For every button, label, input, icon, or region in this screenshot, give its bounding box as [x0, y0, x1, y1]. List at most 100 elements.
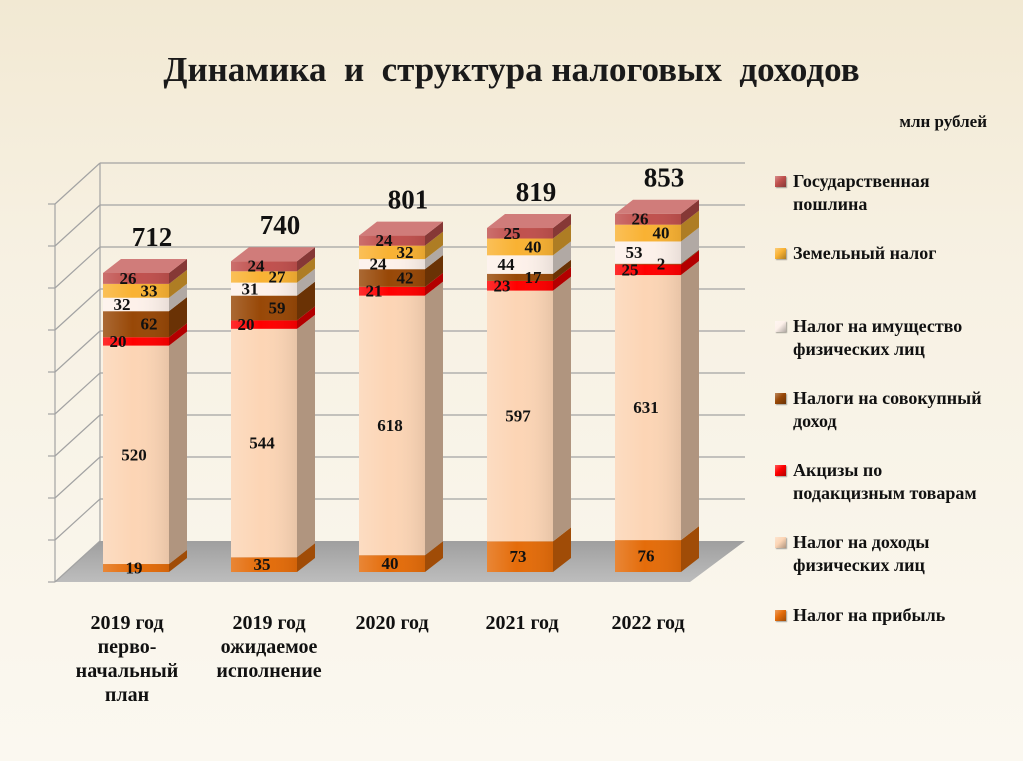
value-label-property-tax-5: 53 — [626, 243, 643, 262]
bar-profit-tax-2-side — [297, 543, 315, 572]
value-label-state-duty-2: 24 — [248, 257, 266, 276]
bar-excise-5-side — [681, 250, 699, 276]
value-label-personal-income-tax-5: 631 — [633, 398, 659, 417]
bar-top-5 — [615, 199, 699, 214]
value-label-property-tax-2: 31 — [242, 280, 259, 299]
category-label-5: 2022 год — [611, 612, 685, 634]
value-label-land-tax-5: 40 — [653, 224, 670, 243]
side-wall-gridline — [54, 498, 101, 541]
bar-top-4 — [487, 214, 571, 229]
unit-label: млн рублей — [899, 112, 987, 131]
value-label-land-tax-3: 32 — [397, 243, 414, 262]
legend-marker-state-duty — [775, 176, 786, 187]
value-label-state-duty-5: 26 — [632, 210, 649, 229]
legend-marker-land-tax — [775, 248, 786, 260]
category-label-2: 2019 год ожидаемое исполнение — [216, 612, 322, 682]
value-label-personal-income-tax-3: 618 — [377, 416, 403, 435]
legend-label-land-tax: Земельный налог — [793, 243, 937, 264]
side-wall-gridline — [54, 330, 101, 373]
legend-marker-profit-tax — [775, 609, 786, 621]
bar-stack-2 — [231, 247, 315, 572]
legend-item-personal-income-tax: Налог на доходы физических лиц — [775, 531, 1005, 603]
value-label-state-duty-4: 25 — [504, 224, 521, 243]
legend: Государственная пошлина Земельный налог … — [775, 170, 1005, 676]
value-label-excise-1: 20 — [110, 332, 127, 351]
value-label-personal-income-tax-4: 597 — [505, 406, 531, 425]
value-label-aggregate-income-tax-2: 59 — [269, 299, 286, 318]
bar-personal-income-tax-5-side — [681, 261, 699, 541]
bar-stack-1 — [103, 258, 187, 572]
side-wall-gridline — [54, 456, 101, 499]
bar-sheen-4 — [487, 228, 553, 572]
bar-profit-tax-5-side — [681, 526, 699, 572]
category-label-3: 2020 год — [355, 612, 429, 634]
legend-marker-excise — [775, 465, 786, 477]
value-label-excise-2: 20 — [238, 315, 255, 334]
bar-profit-tax-1-side — [169, 550, 187, 572]
value-label-land-tax-1: 33 — [141, 281, 158, 300]
bar-state-duty-1-side — [169, 258, 187, 284]
bar-excise-2-side — [297, 306, 315, 329]
bar-stack-3 — [359, 221, 443, 572]
bar-excise-3-side — [425, 272, 443, 296]
bar-property-tax-4-side — [553, 241, 571, 274]
page-title: Динамика и структура налоговых доходов — [163, 50, 860, 89]
value-label-profit-tax-2: 35 — [254, 555, 271, 574]
value-label-land-tax-2: 27 — [269, 267, 287, 286]
bar-personal-income-tax-3-side — [425, 281, 443, 556]
legend-label-state-duty: Государственная пошлина — [793, 171, 930, 214]
side-wall-gridline — [54, 162, 101, 205]
value-label-land-tax-4: 40 — [525, 237, 542, 256]
legend-label-property-tax: Налог на имущество физических лиц — [793, 315, 963, 359]
bar-stack-4 — [487, 214, 571, 572]
value-label-property-tax-3: 24 — [370, 255, 388, 274]
side-wall-gridline — [54, 288, 101, 331]
value-label-aggregate-income-tax-5: 2 — [657, 255, 666, 274]
chart-bars — [103, 199, 699, 573]
value-label-property-tax-4: 44 — [498, 255, 516, 274]
legend-marker-personal-income-tax — [775, 537, 786, 549]
legend-label-personal-income-tax: Налог на доходы физических лиц — [793, 532, 930, 576]
legend-item-state-duty: Государственная пошлина — [775, 170, 1005, 242]
bar-property-tax-1-side — [169, 283, 187, 312]
bar-personal-income-tax-1-side — [169, 331, 187, 565]
bar-property-tax-5-side — [681, 227, 699, 264]
bar-state-duty-3-side — [425, 221, 443, 246]
value-label-excise-5: 25 — [622, 260, 639, 279]
bar-land-tax-3-side — [425, 231, 443, 260]
value-label-aggregate-income-tax-3: 42 — [397, 269, 414, 288]
legend-label-profit-tax: Налог на прибыль — [793, 604, 946, 625]
value-label-personal-income-tax-1: 520 — [121, 445, 147, 464]
bar-top-1 — [103, 258, 187, 273]
value-label-state-duty-1: 26 — [120, 269, 137, 288]
bar-aggregate-income-tax-4-side — [553, 259, 571, 281]
legend-label-aggregate-income-tax: Налоги на совокупный доход — [793, 387, 982, 431]
category-label-1: 2019 год перво- начальный план — [75, 612, 179, 706]
value-label-aggregate-income-tax-1: 62 — [141, 315, 158, 334]
bar-top-3 — [359, 221, 443, 236]
bar-aggregate-income-tax-2-side — [297, 281, 315, 321]
value-label-profit-tax-5: 76 — [638, 547, 655, 566]
value-label-excise-4: 23 — [494, 276, 511, 295]
side-wall-gridline — [54, 540, 101, 583]
bar-aggregate-income-tax-3-side — [425, 255, 443, 287]
legend-item-aggregate-income-tax: Налоги на совокупный доход — [775, 387, 1005, 459]
bar-state-duty-4-side — [553, 214, 571, 239]
side-wall-gridline — [54, 372, 101, 415]
value-label-personal-income-tax-2: 544 — [249, 434, 275, 453]
bar-land-tax-1-side — [169, 269, 187, 298]
value-label-profit-tax-4: 73 — [510, 547, 527, 566]
chart-labels: 1952020623233267123554420593127247404061… — [110, 163, 685, 578]
bar-personal-income-tax-4-side — [553, 276, 571, 542]
bar-land-tax-5-side — [681, 210, 699, 242]
bar-land-tax-4-side — [553, 224, 571, 256]
value-label-profit-tax-1: 19 — [126, 559, 143, 578]
bar-sheen-2 — [231, 261, 297, 572]
bar-excise-1-side — [169, 323, 187, 346]
total-label-2: 740 — [260, 210, 301, 240]
total-label-1: 712 — [132, 222, 173, 252]
value-label-profit-tax-3: 40 — [382, 554, 399, 573]
legend-item-property-tax: Налог на имущество физических лиц — [775, 315, 1005, 387]
bar-profit-tax-4-side — [553, 527, 571, 572]
bar-profit-tax-3-side — [425, 541, 443, 572]
